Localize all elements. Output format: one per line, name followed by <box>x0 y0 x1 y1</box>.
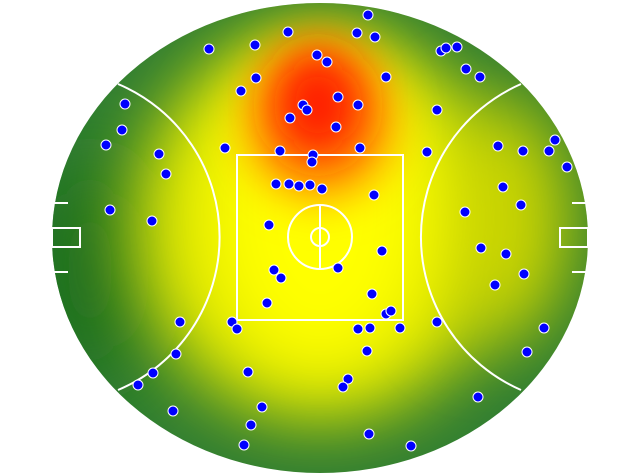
point <box>351 27 363 39</box>
point <box>376 245 388 257</box>
point <box>306 156 318 168</box>
point <box>515 199 527 211</box>
point <box>475 242 487 254</box>
point <box>268 264 280 276</box>
point <box>517 145 529 157</box>
point <box>460 63 472 75</box>
point <box>147 367 159 379</box>
point <box>369 31 381 43</box>
point <box>170 348 182 360</box>
point <box>116 124 128 136</box>
point <box>538 322 550 334</box>
point <box>385 305 397 317</box>
point <box>274 145 286 157</box>
point <box>242 366 254 378</box>
point <box>421 146 433 158</box>
point <box>311 49 323 61</box>
point <box>518 268 530 280</box>
point <box>380 71 392 83</box>
point <box>561 161 573 173</box>
point <box>250 72 262 84</box>
point <box>549 134 561 146</box>
point <box>256 401 268 413</box>
point <box>489 279 501 291</box>
point <box>492 140 504 152</box>
point <box>431 104 443 116</box>
point <box>330 121 342 133</box>
point <box>238 439 250 451</box>
point <box>284 112 296 124</box>
point <box>337 381 349 393</box>
point <box>368 189 380 201</box>
point <box>282 26 294 38</box>
point <box>364 322 376 334</box>
point <box>100 139 112 151</box>
point <box>394 322 406 334</box>
point <box>304 179 316 191</box>
point <box>261 297 273 309</box>
point <box>245 419 257 431</box>
point <box>497 181 509 193</box>
point <box>167 405 179 417</box>
point <box>500 248 512 260</box>
point <box>301 104 313 116</box>
point <box>153 148 165 160</box>
point <box>366 288 378 300</box>
point <box>104 204 116 216</box>
point <box>235 85 247 97</box>
point <box>451 41 463 53</box>
point <box>275 272 287 284</box>
point <box>203 43 215 55</box>
point <box>174 316 186 328</box>
point <box>146 215 158 227</box>
point <box>283 178 295 190</box>
point <box>263 219 275 231</box>
point <box>352 323 364 335</box>
point <box>354 142 366 154</box>
point <box>119 98 131 110</box>
point <box>316 183 328 195</box>
point <box>321 56 333 68</box>
point <box>431 316 443 328</box>
point <box>270 178 282 190</box>
point <box>440 42 452 54</box>
point <box>405 440 417 452</box>
point <box>363 428 375 440</box>
point <box>293 180 305 192</box>
point <box>132 379 144 391</box>
point <box>362 9 374 21</box>
point <box>543 145 555 157</box>
point <box>352 99 364 111</box>
point <box>342 373 354 385</box>
point <box>474 71 486 83</box>
point <box>459 206 471 218</box>
point <box>249 39 261 51</box>
point <box>332 91 344 103</box>
point <box>361 345 373 357</box>
point <box>231 323 243 335</box>
point <box>521 346 533 358</box>
point <box>160 168 172 180</box>
point <box>219 142 231 154</box>
point <box>472 391 484 403</box>
point <box>332 262 344 274</box>
field-lines <box>51 83 589 391</box>
